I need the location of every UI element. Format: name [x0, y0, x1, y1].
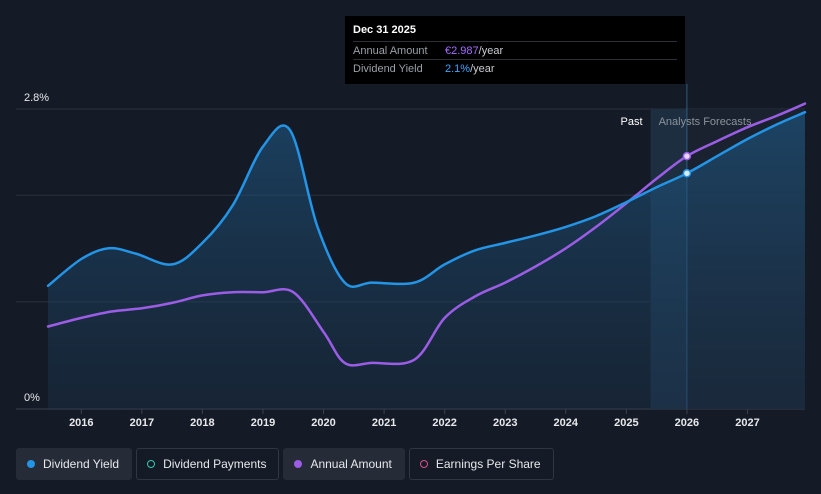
chart-legend: Dividend Yield Dividend Payments Annual …	[16, 448, 554, 480]
dividend-yield-area	[48, 112, 805, 409]
tooltip-dividend-yield-row: Dividend Yield 2.1%/year	[353, 59, 677, 77]
tooltip-dividend-yield-value: 2.1%	[445, 62, 471, 75]
tooltip-annual-amount-unit: /year	[478, 44, 504, 57]
chart-tooltip: Dec 31 2025 Annual Amount €2.987/year Di…	[345, 16, 685, 84]
dividend-chart: 2.8% 0% Past Analysts Forecasts 2016 2017 2018…	[0, 0, 821, 440]
legend-annual-amount-label: Annual Amount	[310, 457, 392, 471]
dividend-yield-line	[46, 110, 807, 288]
annual-amount-marker	[682, 151, 692, 161]
tooltip-annual-amount-value: €2.987	[445, 44, 479, 57]
x-tick-label-2021: 2021	[372, 417, 396, 429]
x-tick-label-2020: 2020	[311, 417, 335, 429]
x-tick-label-2027: 2027	[735, 417, 759, 429]
legend-dividend-payments-dot	[147, 460, 156, 468]
tooltip-annual-amount-row: Annual Amount €2.987/year	[353, 41, 677, 59]
x-tick-label-2019: 2019	[251, 417, 275, 429]
y-tick-label-bottom: 0%	[24, 392, 40, 404]
x-tick-label-2023: 2023	[493, 417, 517, 429]
legend-earnings-per-share-label: Earnings Per Share	[435, 457, 541, 471]
past-label: Past	[621, 116, 643, 128]
x-tick-label-2017: 2017	[130, 417, 154, 429]
x-tick-label-2022: 2022	[432, 417, 456, 429]
tooltip-date: Dec 31 2025	[353, 24, 416, 36]
legend-dividend-payments[interactable]: Dividend Payments	[136, 448, 280, 480]
tooltip-dividend-yield-unit: /year	[470, 62, 495, 75]
x-tick-label-2016: 2016	[69, 417, 93, 429]
tooltip-annual-amount-label: Annual Amount	[353, 44, 428, 57]
legend-annual-amount-dot	[294, 460, 303, 468]
legend-annual-amount[interactable]: Annual Amount	[283, 448, 405, 480]
x-tick-label-2018: 2018	[190, 417, 214, 429]
x-tick-label-2026: 2026	[675, 417, 699, 429]
legend-dividend-yield[interactable]: Dividend Yield	[16, 448, 133, 480]
x-tick-label-2025: 2025	[614, 417, 638, 429]
legend-earnings-per-share[interactable]: Earnings Per Share	[408, 448, 554, 480]
chart-svg[interactable]: 2.8% 0% Past Analysts Forecasts 2016 2017 2018…	[0, 0, 821, 440]
legend-earnings-per-share-dot	[419, 460, 428, 468]
x-tick-label-2024: 2024	[554, 417, 579, 429]
forecast-label: Analysts Forecasts	[659, 116, 752, 128]
tooltip-dividend-yield-label: Dividend Yield	[353, 62, 423, 75]
legend-dividend-yield-dot	[27, 460, 35, 468]
legend-dividend-payments-label: Dividend Payments	[163, 457, 267, 471]
y-tick-label-top: 2.8%	[24, 92, 49, 104]
dividend-yield-marker	[682, 169, 692, 178]
legend-dividend-yield-label: Dividend Yield	[43, 457, 120, 471]
